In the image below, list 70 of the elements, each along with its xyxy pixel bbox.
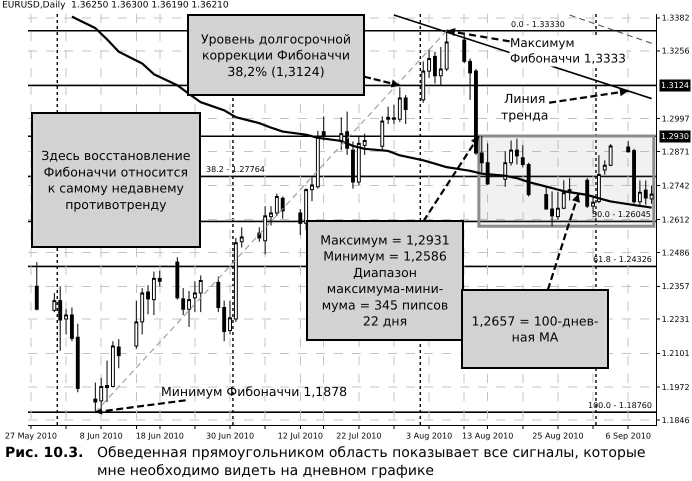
x-tick-label: 13 Aug 2010	[462, 432, 514, 441]
candlestick	[158, 270, 162, 287]
candlestick	[222, 300, 226, 342]
annotation: Максимум Фибоначчи 1,3333	[510, 36, 626, 66]
candlestick	[608, 144, 613, 167]
x-tick-label: 25 Aug 2010	[532, 432, 584, 441]
annotation: Максимум = 1,2931 Минимум = 1,2586 Диапазон максимума-мини- мума = 345 пипсов 22 дня	[320, 232, 450, 329]
candlestick	[152, 271, 156, 316]
x-tick-label: 8 Jun 2010	[80, 432, 123, 441]
y-tick-label: 1.2101	[662, 349, 690, 358]
x-tick-label: 12 Jul 2010	[278, 432, 323, 441]
y-tick-label: 1.3256	[662, 46, 690, 56]
y-tick-label: 1.2357	[662, 282, 690, 292]
annotation: Здесь восстановление Фибоначчи относится к самому недавнему противотренду	[41, 148, 191, 212]
annotation: Линия тренда	[501, 91, 548, 122]
candlestick	[146, 284, 150, 315]
text: Обведенная прямоугольником область показывает все сигналы, которые мне необходимо видеть на дневном графике	[97, 445, 646, 480]
annotation: 100.0 - 1.18760	[588, 401, 652, 410]
candlestick	[70, 306, 74, 342]
candlestick	[76, 323, 80, 393]
y-tick-label: 1.2231	[662, 315, 690, 324]
y-tick-label: 1.1972	[662, 382, 690, 392]
annotation: 50.0 - 1.26045	[592, 210, 651, 219]
candlestick	[192, 280, 197, 313]
candlestick	[520, 144, 525, 168]
y-tick-label: 1.2612	[662, 215, 690, 224]
candlestick	[638, 180, 642, 206]
y-tick-label: 1.2997	[662, 114, 690, 124]
y-tick-label: 1.1846	[662, 416, 690, 425]
annotation: 38.2 - 1.27764	[206, 165, 265, 174]
annotation: 0.0 - 1.33330	[511, 20, 565, 29]
candlestick	[386, 106, 390, 124]
candlestick	[140, 288, 144, 335]
candlestick	[181, 288, 186, 316]
x-tick-label: 22 Jul 2010	[336, 432, 382, 441]
candlestick	[116, 338, 121, 369]
candlestick	[392, 104, 396, 124]
x-tick-label: 30 Jun 2010	[206, 432, 254, 441]
candlestick	[644, 180, 648, 206]
x-tick-label: 18 Jun 2010	[136, 432, 184, 441]
candlestick	[99, 377, 104, 412]
candlestick	[110, 340, 115, 388]
y-tick-label: 1.2742	[662, 181, 690, 190]
y-tick-label: 1.2871	[662, 148, 690, 156]
candlestick	[280, 196, 285, 220]
x-tick-label: 6 Sep 2010	[605, 432, 652, 441]
candlestick	[105, 360, 109, 402]
annotation: Уровень долгосрочной коррекции Фибоначчи 38,2% (1,3124)	[200, 31, 352, 79]
candlestick	[650, 184, 654, 204]
candlestick	[626, 140, 630, 154]
annotation: 1,2657 = 100-днев- ная MA	[472, 313, 598, 345]
candlestick	[134, 300, 138, 350]
candlestick	[427, 48, 432, 78]
ref-line-label: 1.3124	[661, 81, 689, 90]
y-tick-label: 1.2486	[662, 248, 690, 258]
y-tick-label: 1.3382	[662, 14, 690, 23]
chart-title: EURUSD,Daily 1.36250 1.36300 1.36190 1.36210	[2, 0, 229, 11]
candlestick	[274, 193, 279, 216]
candlestick	[64, 308, 68, 335]
candlestick	[187, 290, 191, 328]
x-tick-label: 27 May 2010	[4, 432, 58, 441]
x-tick-label: 3 Aug 2010	[406, 432, 452, 441]
text: Рис. 10.3.	[5, 445, 84, 461]
annotation: Минимум Фибоначчи 1,1878	[161, 384, 348, 399]
candlestick	[240, 226, 244, 248]
annotation: 61.8 - 1.24326	[593, 255, 652, 264]
ref-line-label: 1.2930	[661, 132, 689, 141]
candlestick	[216, 276, 220, 313]
candlestick	[509, 140, 514, 166]
candlestick	[198, 275, 203, 313]
